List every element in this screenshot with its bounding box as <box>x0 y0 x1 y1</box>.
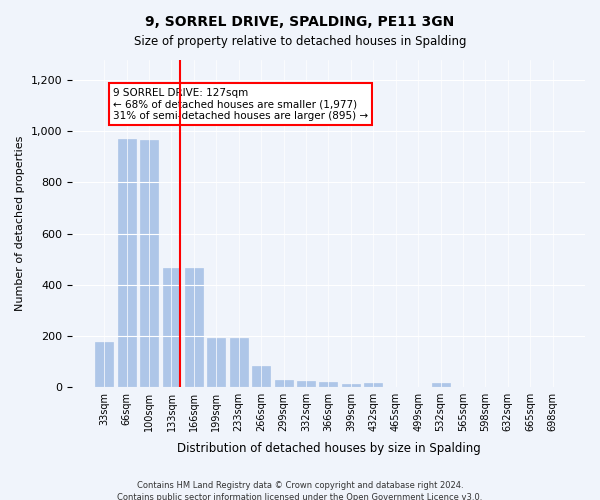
Bar <box>319 382 337 386</box>
Bar <box>275 380 293 386</box>
Text: 9, SORREL DRIVE, SPALDING, PE11 3GN: 9, SORREL DRIVE, SPALDING, PE11 3GN <box>145 15 455 29</box>
Text: Size of property relative to detached houses in Spalding: Size of property relative to detached ho… <box>134 35 466 48</box>
Text: 9 SORREL DRIVE: 127sqm
← 68% of detached houses are smaller (1,977)
31% of semi-: 9 SORREL DRIVE: 127sqm ← 68% of detached… <box>113 88 368 121</box>
Bar <box>208 338 225 386</box>
Bar <box>163 268 181 386</box>
Bar <box>431 384 449 386</box>
Bar <box>95 342 113 386</box>
Bar <box>140 140 158 386</box>
Bar <box>364 384 382 386</box>
Bar <box>118 139 136 386</box>
Bar <box>342 384 360 386</box>
Bar <box>185 268 203 386</box>
Text: Contains public sector information licensed under the Open Government Licence v3: Contains public sector information licen… <box>118 494 482 500</box>
Y-axis label: Number of detached properties: Number of detached properties <box>15 136 25 311</box>
Bar <box>252 366 270 386</box>
Bar <box>230 338 248 386</box>
X-axis label: Distribution of detached houses by size in Spalding: Distribution of detached houses by size … <box>176 442 481 455</box>
Bar <box>297 381 315 386</box>
Text: Contains HM Land Registry data © Crown copyright and database right 2024.: Contains HM Land Registry data © Crown c… <box>137 481 463 490</box>
